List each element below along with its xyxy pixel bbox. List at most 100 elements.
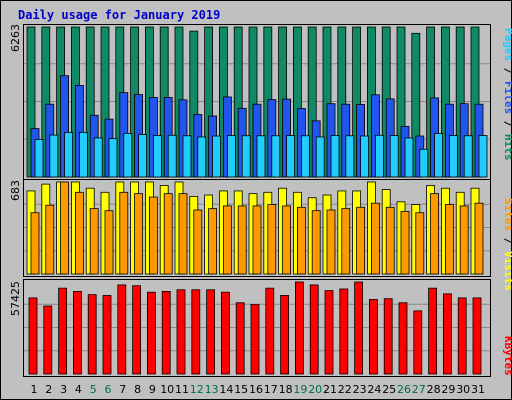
day-label-3: 3: [60, 383, 67, 396]
day-label-27: 27: [412, 383, 426, 396]
bar-pages-day-23: [360, 135, 370, 178]
bar-pages-day-10: [167, 134, 177, 178]
bar-kbytes-day-9: [146, 291, 156, 375]
day-label-26: 26: [397, 383, 411, 396]
bar-kbytes-day-10: [161, 291, 171, 375]
bar-kbytes-day-28: [428, 287, 438, 375]
bar-kbytes-day-2: [43, 305, 53, 375]
bar-kbytes-day-5: [87, 294, 97, 375]
bar-sites-day-10: [163, 193, 173, 275]
bar-pages-day-13: [212, 135, 222, 178]
bar-sites-day-8: [134, 193, 144, 275]
bar-pages-day-15: [241, 135, 251, 178]
bar-sites-day-30: [459, 205, 469, 275]
bars: [26, 26, 488, 375]
bar-pages-day-19: [300, 135, 310, 178]
legend-part: Sites: [502, 198, 512, 231]
bar-kbytes-day-15: [235, 302, 245, 375]
day-label-20: 20: [308, 383, 322, 396]
bar-kbytes-day-14: [220, 291, 230, 375]
bar-sites-day-4: [75, 191, 84, 275]
day-label-29: 29: [441, 383, 455, 396]
bar-kbytes-day-4: [73, 291, 82, 375]
day-label-17: 17: [264, 383, 278, 396]
bar-sites-day-3: [60, 181, 69, 275]
top-ymax-label: 6263: [9, 24, 22, 52]
bar-pages-day-14: [226, 135, 236, 178]
bar-sites-day-5: [89, 208, 99, 275]
bar-kbytes-day-25: [383, 298, 393, 375]
day-label-16: 16: [249, 383, 263, 396]
bar-sites-day-7: [119, 191, 129, 275]
bar-pages-day-24: [374, 134, 384, 178]
bar-pages-day-16: [256, 135, 266, 178]
bar-kbytes-day-12: [191, 289, 201, 375]
bar-pages-day-12: [197, 136, 207, 178]
bar-pages-day-9: [152, 135, 162, 178]
bar-sites-day-23: [356, 206, 366, 275]
bar-sites-day-20: [311, 210, 321, 275]
bar-sites-day-17: [267, 204, 277, 275]
middle-legend-label: Sites / Visits: [502, 198, 512, 291]
day-label-15: 15: [234, 383, 248, 396]
day-label-9: 9: [149, 383, 156, 396]
bar-sites-day-1: [30, 212, 40, 275]
bar-kbytes-day-20: [309, 284, 319, 375]
day-label-1: 1: [31, 383, 38, 396]
day-label-14: 14: [219, 383, 233, 396]
bar-sites-day-25: [385, 206, 395, 275]
bar-sites-day-24: [370, 202, 380, 275]
bar-kbytes-day-22: [339, 288, 349, 375]
bar-pages-day-22: [345, 135, 355, 178]
bar-sites-day-14: [222, 205, 232, 275]
bar-pages-day-17: [271, 135, 281, 178]
bar-pages-day-28: [434, 133, 444, 178]
day-label-6: 6: [105, 383, 112, 396]
legend-part: Hits: [502, 134, 512, 161]
bar-kbytes-day-13: [206, 289, 216, 375]
day-label-10: 10: [160, 383, 174, 396]
bar-kbytes-day-31: [472, 297, 482, 375]
day-label-21: 21: [323, 383, 337, 396]
bar-pages-day-30: [463, 135, 473, 178]
bar-kbytes-day-17: [265, 287, 275, 375]
day-label-23: 23: [353, 383, 367, 396]
legend-part: KBytes: [502, 336, 512, 376]
bar-kbytes-day-24: [368, 299, 378, 375]
bottom-ymax-label: 57425: [9, 281, 22, 316]
day-label-4: 4: [75, 383, 82, 396]
bar-sites-day-16: [252, 205, 262, 275]
day-label-25: 25: [382, 383, 396, 396]
bar-kbytes-day-19: [294, 281, 304, 375]
bar-sites-day-2: [45, 204, 55, 275]
bar-kbytes-day-8: [132, 285, 142, 375]
bar-pages-day-29: [448, 135, 458, 178]
day-label-30: 30: [456, 383, 470, 396]
legend-part: /: [502, 231, 512, 251]
day-label-2: 2: [45, 383, 52, 396]
bottom-legend-label: KBytes: [502, 336, 512, 376]
bar-sites-day-11: [178, 193, 188, 275]
day-label-7: 7: [119, 383, 126, 396]
bar-pages-day-27: [419, 148, 429, 178]
bar-pages-day-7: [123, 132, 133, 178]
middle-ymax-label: 683: [9, 180, 22, 201]
bar-kbytes-day-27: [413, 310, 423, 375]
legend-part: Visits: [502, 251, 512, 291]
bar-sites-day-6: [104, 210, 114, 275]
bar-sites-day-26: [400, 210, 410, 275]
bar-kbytes-day-26: [398, 302, 408, 375]
chart-title: Daily usage for January 2019: [18, 8, 220, 22]
legend-part: /: [502, 61, 512, 81]
bar-kbytes-day-30: [457, 297, 467, 375]
bar-pages-day-6: [108, 138, 118, 178]
day-label-5: 5: [90, 383, 97, 396]
day-label-31: 31: [471, 383, 485, 396]
bar-pages-day-20: [315, 136, 325, 178]
bar-pages-day-11: [182, 135, 192, 178]
legend-part: Pages: [502, 28, 512, 61]
bar-pages-day-4: [79, 131, 88, 178]
top-legend-label: Pages / Files / Hits: [502, 28, 512, 161]
bar-sites-day-29: [444, 204, 454, 275]
